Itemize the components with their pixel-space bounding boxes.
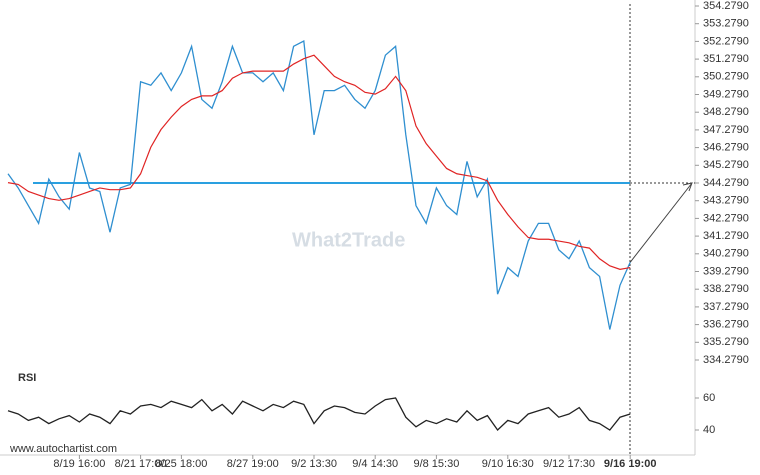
- x-tick-label: 9/10 16:30: [482, 458, 534, 470]
- y-tick-label: 345.2790: [703, 159, 749, 171]
- y-tick-label: 340.2790: [703, 248, 749, 260]
- x-tick-label: 8/21 17:00: [115, 458, 167, 470]
- y-tick-label: 40: [703, 424, 715, 436]
- series-line: [7, 397, 631, 431]
- y-tick-label: 60: [703, 392, 715, 404]
- y-tick-label: 347.2790: [703, 124, 749, 136]
- y-tick-label: 350.2790: [703, 71, 749, 83]
- y-tick-label: 334.2790: [703, 354, 749, 366]
- x-tick-label: 9/4 14:30: [352, 458, 398, 470]
- source: www.autochartist.com: [9, 443, 117, 455]
- x-tick-label: 8/27 19:00: [227, 458, 279, 470]
- y-tick-label: 339.2790: [703, 265, 749, 277]
- y-tick-label: 337.2790: [703, 301, 749, 313]
- x-tick-label: 8/19 16:00: [53, 458, 105, 470]
- series-line: [7, 54, 631, 270]
- y-tick-label: 351.2790: [703, 53, 749, 65]
- watermark: What2Trade: [292, 229, 405, 251]
- x-tick-label: 8/25 18:00: [155, 458, 207, 470]
- y-tick-label: 335.2790: [703, 336, 749, 348]
- y-tick-label: 352.2790: [703, 35, 749, 47]
- y-tick-label: 348.2790: [703, 106, 749, 118]
- x-tick-label: 9/2 13:30: [291, 458, 337, 470]
- y-tick-label: 341.2790: [703, 230, 749, 242]
- y-tick-label: 354.2790: [703, 0, 749, 12]
- forecast-arrow: [629, 182, 693, 263]
- series-line: [7, 40, 631, 330]
- y-tick-label: 349.2790: [703, 88, 749, 100]
- x-tick-label: 9/16 19:00: [604, 458, 657, 470]
- x-tick-label: 9/12 17:30: [543, 458, 595, 470]
- y-tick-label: 346.2790: [703, 142, 749, 154]
- panel-title: RSI: [18, 372, 36, 384]
- y-tick-label: 343.2790: [703, 195, 749, 207]
- x-tick-label: 9/8 15:30: [413, 458, 459, 470]
- y-tick-label: 342.2790: [703, 212, 749, 224]
- y-tick-label: 344.2790: [703, 177, 749, 189]
- y-tick-label: 353.2790: [703, 18, 749, 30]
- y-tick-label: 336.2790: [703, 319, 749, 331]
- y-tick-label: 338.2790: [703, 283, 749, 295]
